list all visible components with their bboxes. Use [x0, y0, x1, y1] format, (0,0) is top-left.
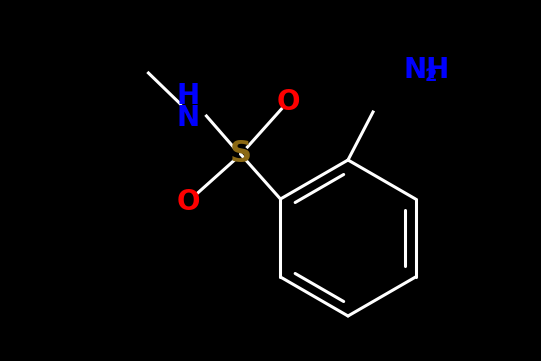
Text: H: H [177, 82, 200, 110]
Text: NH: NH [403, 56, 449, 84]
Text: 2: 2 [425, 67, 437, 85]
Text: O: O [177, 188, 200, 216]
Text: S: S [229, 139, 252, 169]
Text: O: O [276, 88, 300, 116]
Text: N: N [177, 104, 200, 132]
